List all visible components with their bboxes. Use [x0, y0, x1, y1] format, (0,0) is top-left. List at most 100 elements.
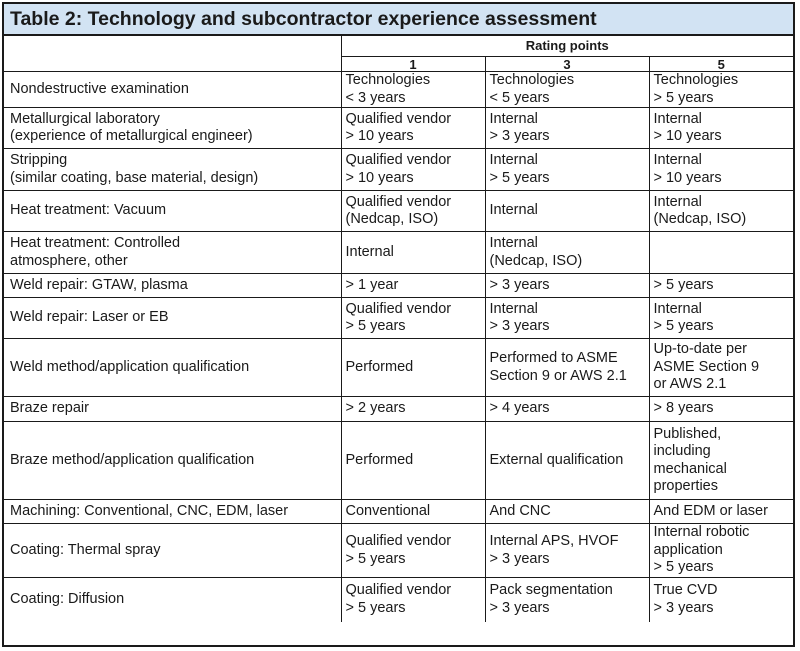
cell-text-line: Qualified vendor: [345, 582, 452, 599]
cell-text-line: Performed: [345, 451, 414, 468]
rating-5-cell: Up-to-date per ASME Section 9 or AWS 2.1: [648, 338, 794, 397]
cell-text-line: > 1 year: [345, 276, 399, 293]
rating-1-cell: Qualified vendor (Nedcap, ISO): [340, 190, 486, 232]
cell-text-line: Weld repair: Laser or EB: [10, 309, 169, 326]
cell-text-line: > 3 years: [489, 550, 550, 567]
rating-5-cell: Internal (Nedcap, ISO): [648, 190, 794, 232]
table-row: Nondestructive examination Technologies < …: [4, 71, 794, 108]
cell-text-line: < 5 years: [489, 89, 550, 106]
cell-text-line: Internal: [653, 300, 702, 317]
cell-text-line: Internal robotic: [653, 524, 750, 541]
cell-text-line: < 3 years: [345, 89, 406, 106]
cell-text-line: (Nedcap, ISO): [489, 252, 583, 269]
table-row: Weld repair: Laser or EB Qualified vendor…: [4, 297, 794, 339]
cell-text-line: Published,: [653, 425, 722, 442]
cell-text-line: Qualified vendor: [345, 300, 452, 317]
cell-text-line: Technologies: [653, 72, 739, 89]
rating-1-cell: Qualified vendor > 5 years: [340, 577, 486, 622]
rating-header-row: Rating points: [4, 36, 794, 57]
cell-text-line: Pack segmentation: [489, 582, 613, 599]
table-title: Table 2: Technology and subcontractor ex…: [4, 4, 793, 36]
row-label-cell: Braze repair: [4, 396, 342, 422]
rating-1-cell: Qualified vendor > 10 years: [340, 148, 486, 191]
rating-1-cell: Performed: [340, 421, 486, 500]
cell-text-line: External qualification: [489, 451, 624, 468]
rating-1-cell: Qualified vendor > 10 years: [340, 107, 486, 149]
cell-text-line: ASME Section 9: [653, 358, 760, 375]
cell-text-line: Section 9 or AWS 2.1: [489, 367, 627, 384]
row-label-cell: Weld method/application qualification: [4, 338, 342, 397]
cell-text-line: Weld method/application qualification: [10, 358, 250, 375]
cell-text-line: Internal: [489, 235, 538, 251]
rating-1-cell: Qualified vendor > 5 years: [340, 523, 486, 578]
rating-3-cell: Pack segmentation > 3 years: [484, 577, 650, 622]
table-row: Weld method/application qualification Per…: [4, 338, 794, 397]
cell-text-line: Qualified vendor: [345, 110, 452, 127]
table-row: Stripping (similar coating, base material…: [4, 148, 794, 191]
cell-text-line: Internal: [653, 193, 702, 210]
cell-text-line: Heat treatment: Vacuum: [10, 202, 167, 219]
cell-text-line: > 3 years: [489, 276, 550, 293]
cell-text-line: > 5 years: [653, 559, 714, 576]
rating-column-1: 1: [340, 56, 486, 72]
rating-1-cell: Internal: [340, 231, 486, 274]
cell-text-line: > 3 years: [489, 318, 550, 334]
row-label-cell: Weld repair: GTAW, plasma: [4, 273, 342, 298]
cell-text-line: > 3 years: [489, 599, 550, 616]
cell-text-line: (Nedcap, ISO): [345, 211, 439, 227]
cell-text-line: And CNC: [489, 502, 551, 519]
cell-text-line: atmosphere, other: [10, 252, 128, 269]
cell-text-line: including: [653, 443, 711, 459]
cell-text-line: > 10 years: [653, 128, 722, 144]
cell-text-line: > 2 years: [345, 400, 406, 417]
rating-5-cell: True CVD > 3 years: [648, 577, 794, 622]
rating-5-cell: Internal robotic application > 5 years: [648, 523, 794, 578]
table-row: Braze method/application qualification Pe…: [4, 421, 794, 500]
rating-1-cell: Conventional: [340, 499, 486, 524]
cell-text-line: Internal APS, HVOF: [489, 533, 619, 549]
cell-text-line: > 8 years: [653, 400, 714, 417]
cell-text-line: Internal: [489, 110, 538, 127]
rating-3-cell: Internal > 3 years: [484, 297, 650, 339]
cell-text-line: > 5 years: [653, 318, 714, 334]
rating-5-cell: Internal > 5 years: [648, 297, 794, 339]
cell-text-line: > 5 years: [489, 169, 550, 186]
cell-text-line: Qualified vendor: [345, 152, 452, 168]
cell-text-line: or AWS 2.1: [653, 376, 727, 393]
cell-text-line: > 4 years: [489, 400, 550, 417]
cell-text-line: (Nedcap, ISO): [653, 211, 747, 227]
cell-text-line: Performed to ASME: [489, 350, 618, 366]
cell-text-line: Weld repair: GTAW, plasma: [10, 276, 188, 293]
table-row: Heat treatment: Vacuum Qualified vendor (N…: [4, 190, 794, 232]
cell-text-line: Performed: [345, 358, 414, 375]
cell-text-line: Technologies: [489, 72, 575, 89]
cell-text-line: And EDM or laser: [653, 502, 768, 519]
rating-columns-row: 1 3 5: [4, 56, 794, 72]
rating-3-cell: Internal: [484, 190, 650, 232]
rating-5-cell: Technologies > 5 years: [648, 71, 794, 108]
assessment-table: Rating points 1 3 5 Nondestructive exami…: [4, 36, 794, 622]
cell-text-line: Internal: [489, 300, 538, 317]
table-row: Coating: Thermal spray Qualified vendor > …: [4, 523, 794, 578]
rating-5-cell: > 5 years: [648, 273, 794, 298]
rating-3-cell: Internal > 3 years: [484, 107, 650, 149]
rating-5-cell: And EDM or laser: [648, 499, 794, 524]
cell-text-line: Internal: [345, 243, 394, 260]
cell-text-line: > 5 years: [653, 89, 714, 106]
table-row: Machining: Conventional, CNC, EDM, laser…: [4, 499, 794, 524]
row-label-cell: Coating: Thermal spray: [4, 523, 342, 578]
cell-text-line: Braze method/application qualification: [10, 451, 255, 468]
cell-text-line: application: [653, 541, 723, 558]
cell-text-line: (experience of metallurgical engineer): [10, 128, 253, 144]
table-row: Weld repair: GTAW, plasma > 1 year > 3 yea…: [4, 273, 794, 298]
cell-text-line: True CVD: [653, 582, 718, 599]
cell-text-line: > 10 years: [345, 169, 414, 186]
cell-text-line: Internal: [489, 202, 538, 219]
cell-text-line: Coating: Diffusion: [10, 591, 125, 607]
rating-points-header: Rating points: [340, 36, 794, 57]
cell-text-line: Nondestructive examination: [10, 80, 189, 97]
row-label-cell: Heat treatment: Controlled atmosphere, ot…: [4, 231, 342, 274]
cell-text-line: (similar coating, base material, design): [10, 169, 259, 186]
row-label-cell: Metallurgical laboratory (experience of m…: [4, 107, 342, 149]
cell-text-line: Internal: [653, 152, 702, 168]
